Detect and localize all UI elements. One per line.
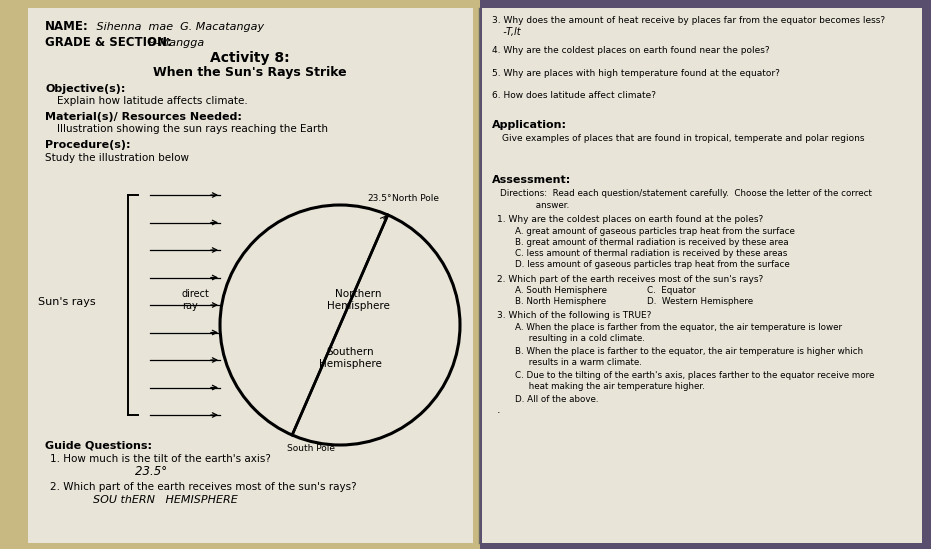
Text: resulting in a cold climate.: resulting in a cold climate. bbox=[504, 334, 645, 343]
Text: 6. How does latitude affect climate?: 6. How does latitude affect climate? bbox=[492, 91, 656, 100]
Text: Illustration showing the sun rays reaching the Earth: Illustration showing the sun rays reachi… bbox=[57, 124, 328, 134]
Text: B. great amount of thermal radiation is received by these area: B. great amount of thermal radiation is … bbox=[504, 238, 789, 247]
Text: -T,lt: -T,lt bbox=[497, 27, 520, 37]
Text: 5. Why are places with high temperature found at the equator?: 5. Why are places with high temperature … bbox=[492, 69, 780, 78]
Text: 3. Which of the following is TRUE?: 3. Which of the following is TRUE? bbox=[497, 311, 652, 320]
Text: A. great amount of gaseous particles trap heat from the surface: A. great amount of gaseous particles tra… bbox=[504, 227, 795, 236]
Text: Guide Questions:: Guide Questions: bbox=[45, 440, 152, 450]
Text: Material(s)/ Resources Needed:: Material(s)/ Resources Needed: bbox=[45, 112, 242, 122]
Text: .: . bbox=[497, 405, 501, 415]
Text: A. When the place is farther from the equator, the air temperature is lower: A. When the place is farther from the eq… bbox=[504, 323, 843, 332]
Text: 23.5°: 23.5° bbox=[105, 465, 168, 478]
Text: NAME:: NAME: bbox=[45, 20, 88, 33]
Text: results in a warm climate.: results in a warm climate. bbox=[504, 358, 641, 367]
Text: Explain how latitude affects climate.: Explain how latitude affects climate. bbox=[57, 96, 248, 106]
Text: Objective(s):: Objective(s): bbox=[45, 84, 126, 94]
Text: North Pole: North Pole bbox=[392, 194, 439, 203]
Text: Hemisphere: Hemisphere bbox=[318, 359, 382, 369]
Text: D. less amount of gaseous particles trap heat from the surface: D. less amount of gaseous particles trap… bbox=[504, 260, 789, 269]
Text: Northern: Northern bbox=[335, 289, 382, 299]
Bar bbox=[28, 8, 473, 543]
Text: Sihenna  mae  G. Macatangay: Sihenna mae G. Macatangay bbox=[93, 22, 264, 32]
Text: SOU thERN   HEMISPHERE: SOU thERN HEMISPHERE bbox=[65, 495, 237, 505]
Text: ray: ray bbox=[182, 301, 197, 311]
Text: Application:: Application: bbox=[492, 120, 567, 130]
Text: C.  Equator: C. Equator bbox=[647, 286, 695, 295]
Text: B. North Hemisphere: B. North Hemisphere bbox=[504, 297, 606, 306]
Text: 2. Which part of the earth receives most of the sun's rays?: 2. Which part of the earth receives most… bbox=[497, 275, 763, 284]
Text: Procedure(s):: Procedure(s): bbox=[45, 140, 130, 150]
Text: South Pole: South Pole bbox=[287, 444, 335, 453]
Text: Assessment:: Assessment: bbox=[492, 175, 572, 185]
Text: C. less amount of thermal radiation is received by these areas: C. less amount of thermal radiation is r… bbox=[504, 249, 788, 258]
Text: 2. Which part of the earth receives most of the sun's rays?: 2. Which part of the earth receives most… bbox=[50, 482, 357, 492]
Text: 9-Mangga: 9-Mangga bbox=[145, 38, 204, 48]
Bar bbox=[482, 8, 922, 543]
Text: Activity 8:: Activity 8: bbox=[210, 51, 290, 65]
Text: When the Sun's Rays Strike: When the Sun's Rays Strike bbox=[154, 66, 347, 79]
Text: 1. Why are the coldest places on earth found at the poles?: 1. Why are the coldest places on earth f… bbox=[497, 215, 763, 224]
Text: Directions:  Read each question/statement carefully.  Choose the letter of the c: Directions: Read each question/statement… bbox=[500, 189, 871, 198]
Text: Hemisphere: Hemisphere bbox=[327, 301, 389, 311]
Text: B. When the place is farther to the equator, the air temperature is higher which: B. When the place is farther to the equa… bbox=[504, 347, 863, 356]
Text: GRADE & SECTION:: GRADE & SECTION: bbox=[45, 36, 172, 49]
Text: D. All of the above.: D. All of the above. bbox=[504, 395, 599, 404]
Text: C. Due to the tilting of the earth's axis, places farther to the equator receive: C. Due to the tilting of the earth's axi… bbox=[504, 371, 874, 380]
Text: heat making the air temperature higher.: heat making the air temperature higher. bbox=[504, 382, 705, 391]
Text: 1. How much is the tilt of the earth's axis?: 1. How much is the tilt of the earth's a… bbox=[50, 454, 271, 464]
Text: direct: direct bbox=[182, 289, 209, 299]
Text: A. South Hemisphere: A. South Hemisphere bbox=[504, 286, 607, 295]
Text: 23.5°: 23.5° bbox=[368, 194, 392, 203]
Text: Study the illustration below: Study the illustration below bbox=[45, 153, 189, 163]
Text: D.  Western Hemisphere: D. Western Hemisphere bbox=[647, 297, 753, 306]
Text: 3. Why does the amount of heat receive by places far from the equator becomes le: 3. Why does the amount of heat receive b… bbox=[492, 16, 885, 25]
Text: Sun's rays: Sun's rays bbox=[38, 297, 96, 307]
Text: answer.: answer. bbox=[500, 201, 569, 210]
Text: Southern: Southern bbox=[326, 347, 374, 357]
Bar bbox=[480, 0, 931, 549]
Text: Give examples of places that are found in tropical, temperate and polar regions: Give examples of places that are found i… bbox=[502, 134, 865, 143]
Text: 4. Why are the coldest places on earth found near the poles?: 4. Why are the coldest places on earth f… bbox=[492, 46, 770, 55]
